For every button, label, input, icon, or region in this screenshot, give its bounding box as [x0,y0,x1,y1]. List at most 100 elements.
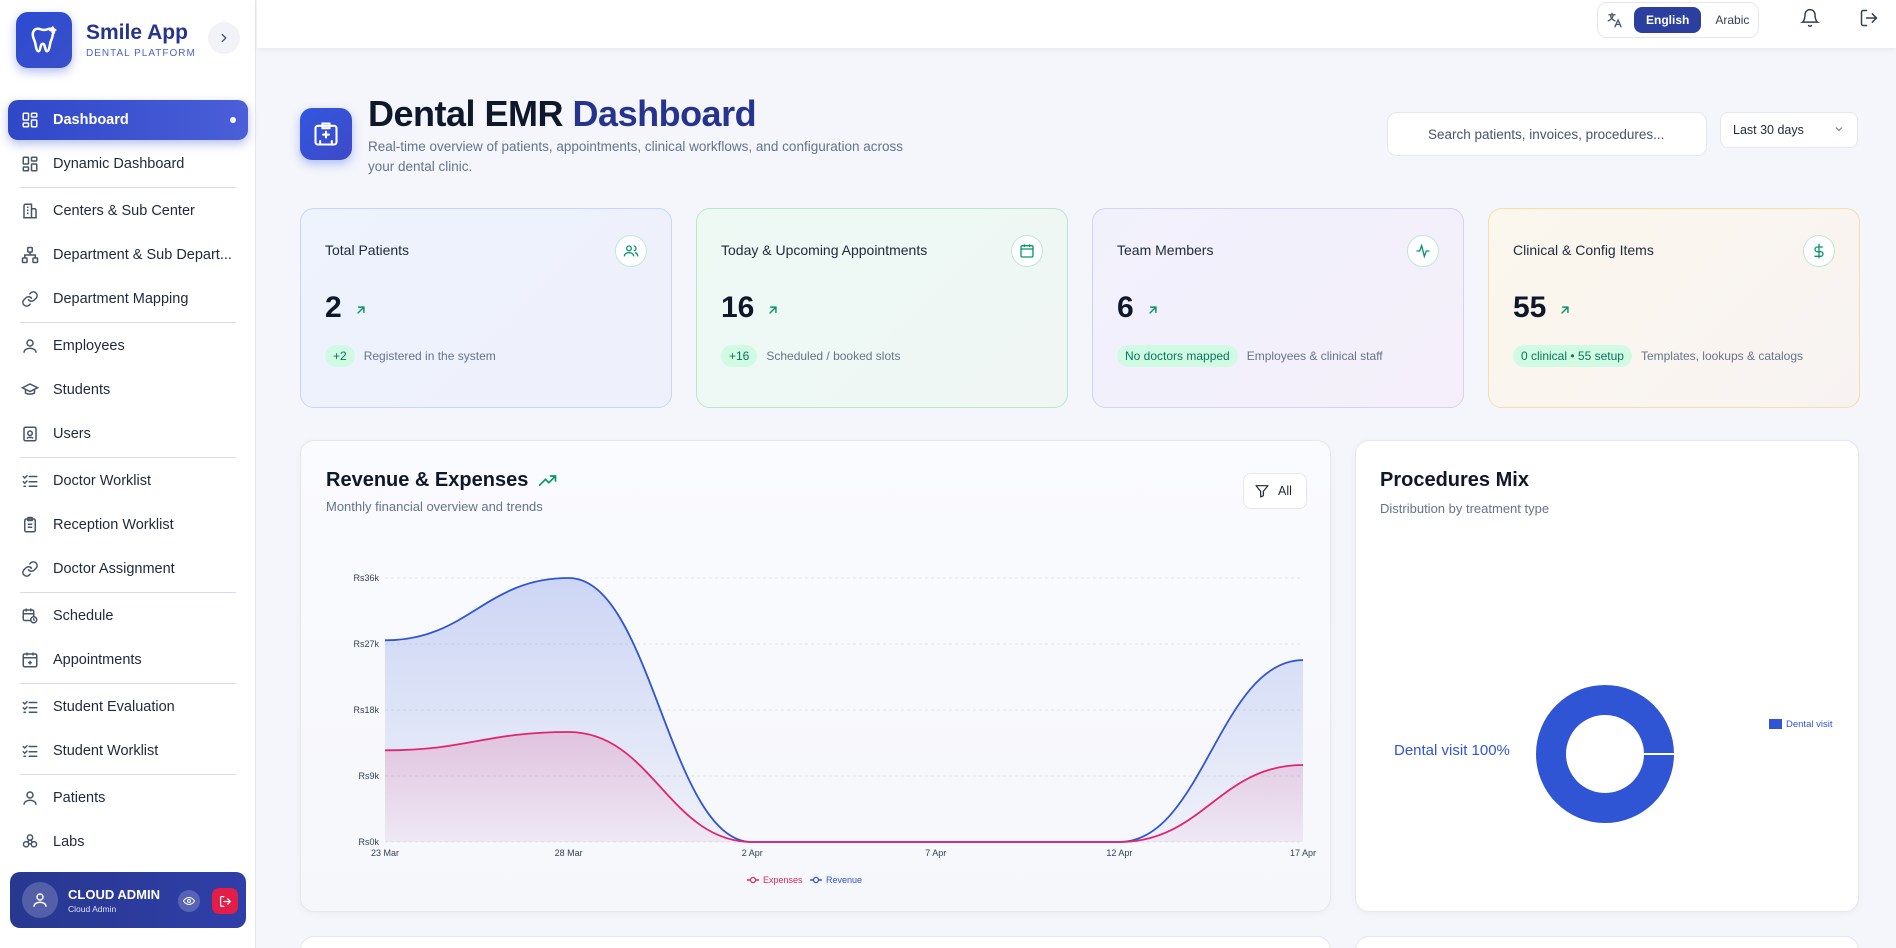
donut-slice[interactable] [1536,684,1674,824]
sidebar-item-student-worklist[interactable]: Student Worklist [8,731,248,771]
procedures-mix-card: Procedures Mix Distribution by treatment… [1355,440,1859,912]
sidebar-item-label: Students [53,382,111,398]
dollar-icon [1803,235,1835,267]
brand-name: Smile App [86,21,188,44]
sidebar-item-departments[interactable]: Department & Sub Depart... [8,235,248,275]
filter-label: All [1278,484,1292,498]
sidebar-item-doctor-assignment[interactable]: Doctor Assignment [8,549,248,589]
sidebar-item-schedule[interactable]: Schedule [8,596,248,636]
procedures-donut-chart: Dental visit 100% Dental visit [1394,684,1833,824]
legend-label[interactable]: Revenue [826,875,862,885]
sidebar: Smile App DENTAL PLATFORM Dashboard Dyna… [0,0,256,948]
revenue-expenses-chart: Rs0k Rs9k Rs18k Rs27k Rs36k 23 Mar 28 Mar 2 Apr… [353,573,1316,885]
user-card[interactable]: CLOUD ADMIN Cloud Admin [10,872,246,928]
sidebar-item-dashboard[interactable]: Dashboard [8,100,248,140]
page-title-main: Dental EMR [368,93,564,134]
sidebar-item-patients[interactable]: Patients [8,778,248,818]
kpi-card-config-items[interactable]: Clinical & Config Items 55 0 clinical • … [1488,208,1860,408]
trend-up-arrow-icon [354,291,368,325]
calendar-clock-icon [20,606,40,626]
date-range-select[interactable]: Last 30 days [1720,112,1858,148]
legend-marker [749,876,757,884]
user-role: Cloud Admin [68,903,117,914]
hospital-icon [300,108,352,160]
checklist-icon [20,741,40,761]
sidebar-item-students[interactable]: Students [8,370,248,410]
revenue-card-subtitle: Monthly financial overview and trends [326,499,543,514]
sidebar-item-label: Centers & Sub Center [53,203,195,219]
kpi-card-team-members[interactable]: Team Members 6 No doctors mapped Employee… [1092,208,1464,408]
sidebar-item-centers[interactable]: Centers & Sub Center [8,191,248,231]
sidebar-item-label: Employees [53,338,125,354]
logout-icon[interactable] [1859,8,1883,32]
brand-subtitle: DENTAL PLATFORM [86,48,196,59]
avatar [22,882,58,918]
sidebar-item-reception-worklist[interactable]: Reception Worklist [8,505,248,545]
brand[interactable]: Smile App DENTAL PLATFORM [16,12,240,68]
language-arabic-button[interactable]: Arabic [1715,13,1750,27]
kpi-note: Employees & clinical staff [1246,349,1383,363]
sidebar-item-label: Dashboard [53,112,129,128]
language-english-button[interactable]: English [1634,7,1702,33]
sidebar-item-label: Users [53,426,91,442]
y-tick-label: Rs9k [358,771,379,781]
clipboard-icon [20,515,40,535]
procedures-card-title: Procedures Mix [1380,469,1529,491]
kpi-badge: +2 [325,345,355,367]
sidebar-item-users[interactable]: Users [8,414,248,454]
legend-marker [812,876,820,884]
sidebar-divider [20,457,236,458]
bell-icon[interactable] [1800,8,1824,32]
y-tick-label: Rs36k [353,573,379,583]
sidebar-item-department-mapping[interactable]: Department Mapping [8,279,248,319]
tooth-logo-icon [16,12,72,68]
kpi-value: 16 [721,291,755,324]
legend-label[interactable]: Dental visit [1786,719,1833,730]
filter-button[interactable]: All [1243,473,1307,509]
x-tick-label: 12 Apr [1106,848,1132,858]
kpi-card-appointments[interactable]: Today & Upcoming Appointments 16 +16 Sche… [696,208,1068,408]
legend-label[interactable]: Expenses [763,875,803,885]
sidebar-item-label: Schedule [53,608,114,624]
kpi-label: Today & Upcoming Appointments [721,242,928,258]
sidebar-item-labs[interactable]: Labs [8,822,248,862]
chevron-down-icon [1833,123,1845,138]
eye-icon[interactable] [178,890,200,912]
sidebar-item-label: Department & Sub Depart... [53,247,232,263]
search-input[interactable]: Search patients, invoices, procedures... [1387,112,1707,156]
x-tick-label: 17 Apr [1290,848,1316,858]
kpi-value: 55 [1513,291,1547,324]
language-switcher: English Arabic [1597,2,1759,38]
series-line-expenses[interactable] [384,731,1304,843]
sidebar-item-dynamic-dashboard[interactable]: Dynamic Dashboard [8,144,248,184]
sidebar-divider [20,683,236,684]
sidebar-item-employees[interactable]: Employees [8,326,248,366]
date-range-value: Last 30 days [1733,123,1804,137]
sidebar-item-appointments[interactable]: Appointments [8,640,248,680]
biohazard-icon [20,832,40,852]
page-subtitle: Real-time overview of patients, appointm… [368,139,903,174]
kpi-card-total-patients[interactable]: Total Patients 2 +2 Registered in the sys… [300,208,672,408]
grid-icon [20,154,40,174]
sidebar-item-label: Student Worklist [53,743,159,759]
grid-icon [20,110,40,130]
sidebar-item-label: Doctor Worklist [53,473,152,489]
x-tick-label: 28 Mar [555,848,583,858]
id-badge-icon [20,424,40,444]
bottom-card-right [1355,936,1859,948]
sidebar-item-student-evaluation[interactable]: Student Evaluation [8,687,248,727]
revenue-card-title-text: Revenue & Expenses [326,469,529,491]
user-name: CLOUD ADMIN [68,886,160,902]
sidebar-divider [20,187,236,188]
filter-icon [1254,483,1270,499]
logout-icon[interactable] [212,888,238,914]
sidebar-item-label: Department Mapping [53,291,189,307]
kpi-label: Clinical & Config Items [1513,242,1654,258]
kpi-note: Scheduled / booked slots [766,349,901,363]
y-tick-label: Rs0k [358,837,379,847]
sidebar-item-label: Student Evaluation [53,699,175,715]
y-tick-label: Rs18k [353,705,379,715]
sidebar-item-doctor-worklist[interactable]: Doctor Worklist [8,461,248,501]
revenue-expenses-card: Revenue & Expenses Monthly financial ove… [300,440,1331,912]
sidebar-collapse-button[interactable] [208,22,240,54]
